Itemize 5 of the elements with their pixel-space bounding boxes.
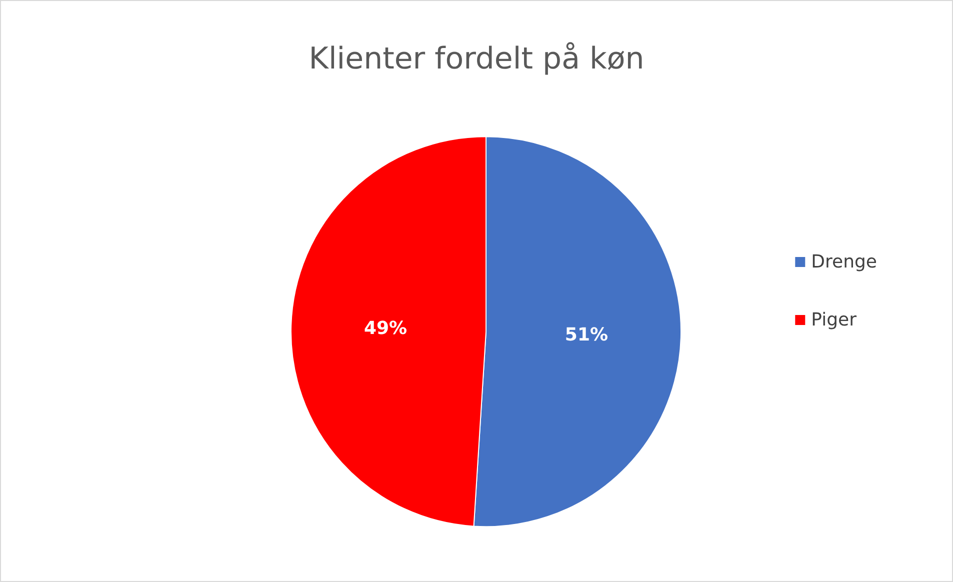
- chart-title: Klienter fordelt på køn: [308, 42, 644, 76]
- data-label: 49%: [364, 318, 408, 339]
- legend-label: Drenge: [811, 252, 878, 272]
- data-label: 51%: [564, 324, 608, 346]
- legend-label: Piger: [811, 310, 858, 330]
